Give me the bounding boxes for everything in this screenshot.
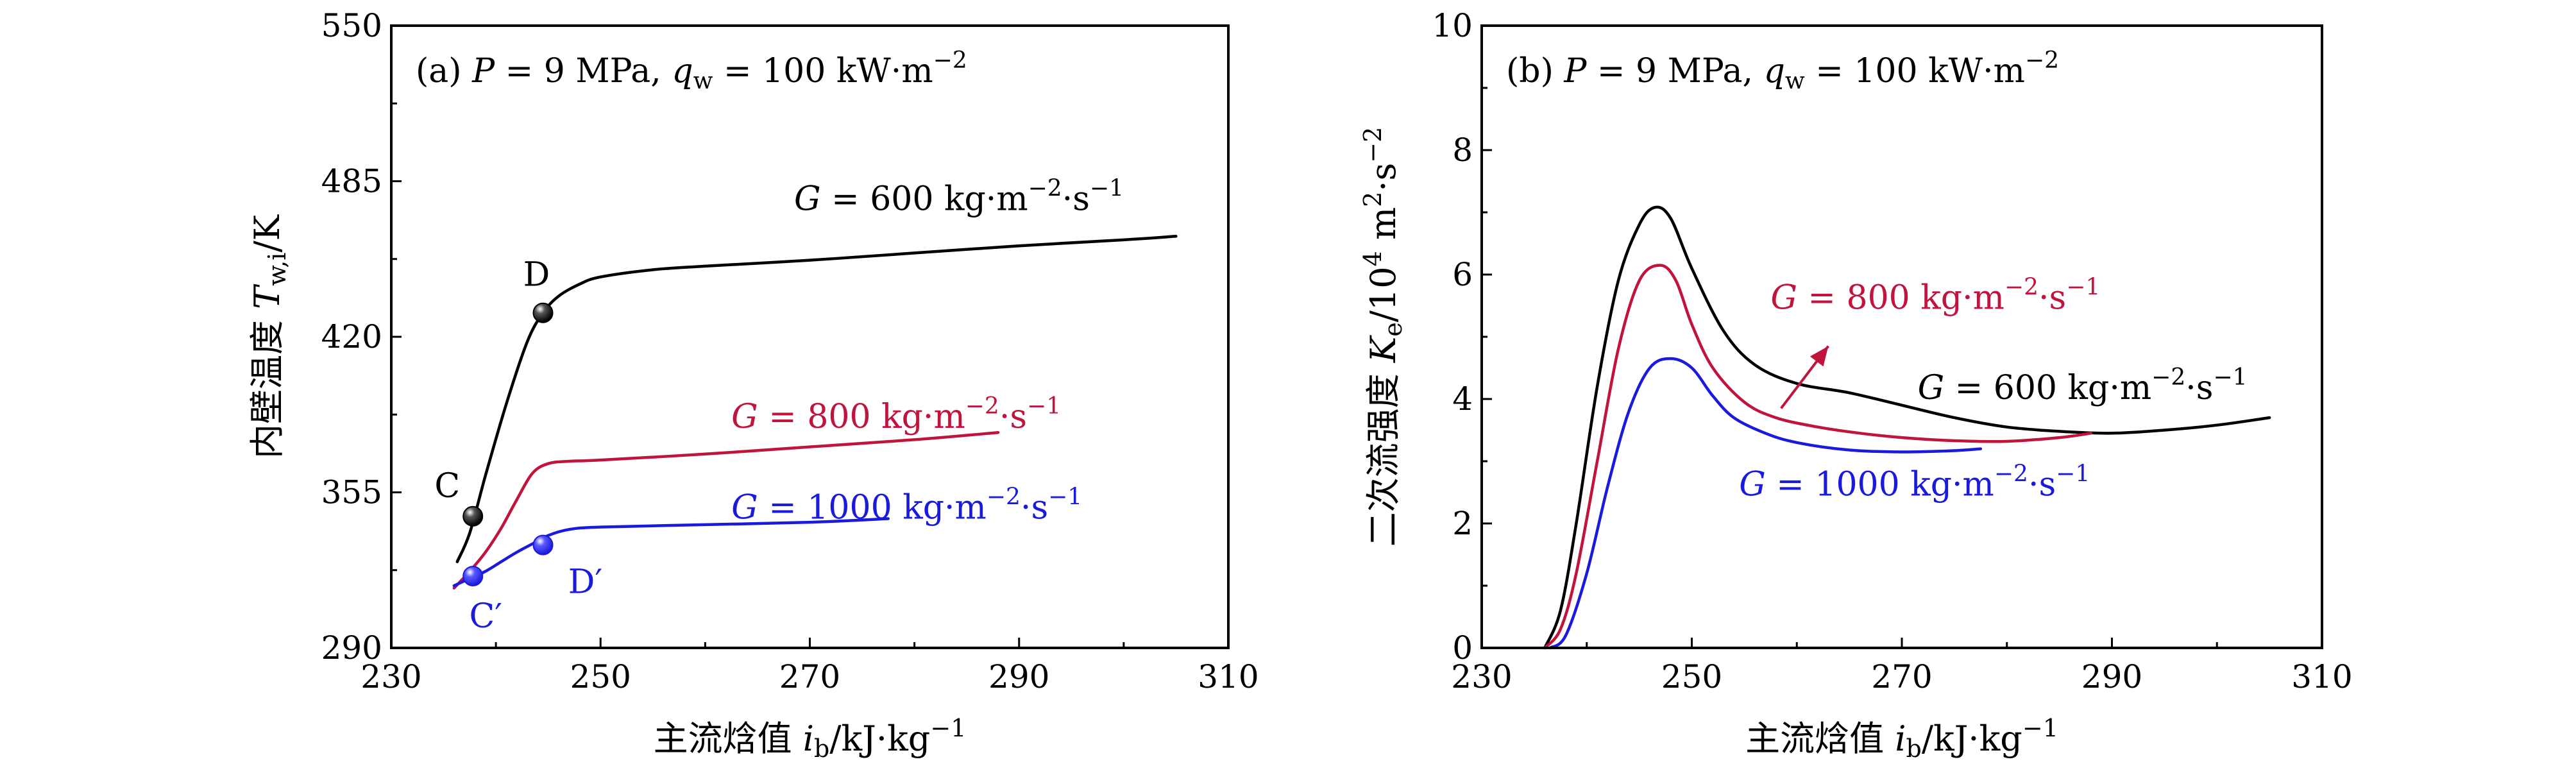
panel-b-series-label-g600: G = 600 kg·m−2·s−1 — [1918, 364, 2248, 407]
panel-b: 230 250 270 290 310 0 2 4 6 8 10 (b) P = 9 MPa, qw… — [1359, 7, 2353, 763]
marker-point — [532, 534, 554, 556]
panel-a-label: (a) P = 9 MPa, qw = 100 kW·m−2 — [416, 47, 967, 94]
panel-b-series — [1543, 205, 2271, 650]
panel-a-series — [452, 235, 1178, 590]
series-line-2 — [1548, 357, 1983, 650]
panel-b-x-axis-label: 主流焓值 ib/kJ·kg−1 — [1745, 714, 2058, 763]
y-tick-label: 6 — [1452, 256, 1473, 293]
panel-a-series-label-g600: G = 600 kg·m−2·s−1 — [794, 175, 1124, 218]
series-line-1 — [1543, 264, 2093, 650]
point-label: D′ — [568, 563, 603, 602]
y-tick-label: 10 — [1432, 7, 1473, 44]
panel-b-label: (b) P = 9 MPa, qw = 100 kW·m−2 — [1506, 47, 2059, 94]
marker-point — [532, 302, 554, 323]
panel-b-series-label-g800: G = 800 kg·m−2·s−1 — [1770, 274, 2100, 317]
series-line-2 — [452, 517, 890, 588]
panel-a-ticks: 230 250 270 290 310 290 355 420 485 550 — [321, 7, 1259, 695]
y-tick-label: 550 — [321, 7, 382, 44]
panel-b-y-axis-label: 二次流强度 Ke/104 m2·s−2 — [1359, 127, 1407, 547]
point-label: C′ — [469, 597, 502, 636]
panel-a-series-label-g1000: G = 1000 kg·m−2·s−1 — [731, 484, 1082, 527]
y-tick-label: 290 — [321, 629, 382, 667]
x-tick-label: 250 — [1661, 658, 1722, 695]
x-tick-label: 230 — [360, 658, 421, 695]
panel-a-y-axis-label: 内壁温度 Tw,i/K — [247, 214, 291, 459]
series-line-0 — [1543, 205, 2271, 650]
y-tick-label: 0 — [1452, 629, 1473, 667]
marker-point — [462, 505, 484, 527]
y-tick-label: 355 — [321, 474, 382, 511]
panel-a-series-label-g800: G = 800 kg·m−2·s−1 — [731, 393, 1061, 436]
x-tick-label: 310 — [2291, 658, 2352, 695]
panel-a-x-axis-label: 主流焓值 ib/kJ·kg−1 — [654, 714, 967, 763]
x-tick-label: 290 — [988, 658, 1049, 695]
x-tick-label: 310 — [1198, 658, 1258, 695]
series-line-0 — [455, 235, 1178, 563]
x-tick-label: 250 — [570, 658, 631, 695]
x-tick-label: 290 — [2081, 658, 2142, 695]
panel-b-arrow — [1780, 345, 1829, 409]
marker-point — [462, 566, 484, 587]
panel-a: C D C′ D′ 230 250 270 290 310 290 355 420 485 550 (a… — [247, 7, 1259, 763]
y-tick-label: 420 — [321, 318, 382, 355]
panel-a-frame — [390, 24, 1230, 649]
x-tick-label: 270 — [779, 658, 840, 695]
point-label: C — [434, 467, 460, 505]
y-tick-label: 2 — [1452, 505, 1473, 542]
panel-a-points: C D C′ D′ — [434, 256, 602, 636]
arrow-head — [1809, 346, 1829, 367]
y-tick-label: 8 — [1452, 132, 1473, 169]
x-tick-label: 270 — [1871, 658, 1932, 695]
y-tick-label: 485 — [321, 163, 382, 200]
panel-b-series-label-g1000: G = 1000 kg·m−2·s−1 — [1739, 461, 2090, 504]
point-label: D — [523, 256, 550, 294]
panel-b-frame — [1480, 24, 2323, 649]
y-tick-label: 4 — [1452, 380, 1473, 418]
series-line-1 — [452, 430, 1000, 590]
panel-b-ticks: 230 250 270 290 310 0 2 4 6 8 10 — [1432, 7, 2352, 695]
x-tick-label: 230 — [1451, 658, 1512, 695]
